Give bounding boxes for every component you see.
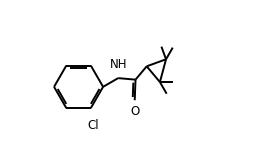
Text: Cl: Cl <box>87 119 99 132</box>
Text: NH: NH <box>110 58 128 71</box>
Text: O: O <box>130 105 139 118</box>
